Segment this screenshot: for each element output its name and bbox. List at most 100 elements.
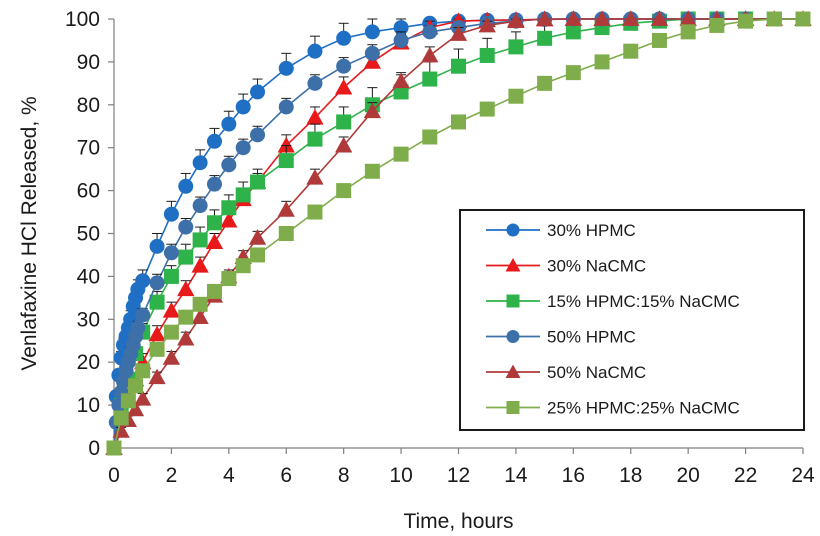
data-point	[422, 24, 438, 40]
data-point	[392, 72, 410, 89]
y-tick-label: 70	[77, 137, 100, 160]
data-point	[206, 283, 222, 299]
data-point	[206, 215, 222, 231]
data-point	[278, 153, 294, 169]
data-point	[235, 258, 251, 274]
data-point	[622, 10, 640, 26]
data-point	[178, 249, 194, 265]
data-point	[177, 329, 195, 346]
x-tick-label: 10	[389, 464, 412, 487]
data-point	[113, 410, 129, 426]
y-axis-title: Venlafaxine HCl Released, %	[18, 96, 41, 370]
y-tick-label: 10	[77, 394, 100, 417]
data-point	[278, 99, 294, 115]
legend-marker	[506, 294, 520, 308]
data-point	[126, 400, 145, 417]
legend-label: 50% NaCMC	[547, 363, 646, 382]
data-point	[220, 212, 238, 228]
data-point	[738, 13, 754, 29]
x-tick-label: 6	[280, 464, 292, 487]
x-tick-label: 18	[619, 464, 642, 487]
data-point	[336, 58, 352, 74]
data-point	[651, 32, 667, 48]
legend-label: 25% HPMC:25% NaCMC	[547, 399, 740, 418]
data-point	[306, 169, 324, 185]
legend-label: 15% HPMC:15% NaCMC	[547, 292, 740, 311]
data-point	[393, 146, 409, 162]
data-point	[709, 17, 725, 33]
data-point	[221, 200, 237, 216]
data-point	[134, 390, 152, 406]
data-point	[336, 114, 352, 130]
legend-label: 30% NaCMC	[547, 257, 646, 276]
data-point	[149, 341, 165, 357]
data-point	[335, 136, 353, 153]
data-point	[564, 10, 582, 26]
data-point	[205, 233, 224, 249]
data-point	[178, 178, 194, 194]
series-layer	[105, 10, 812, 456]
data-point	[135, 273, 151, 289]
y-tick-label: 20	[77, 351, 100, 374]
data-point	[191, 308, 209, 325]
data-point	[307, 204, 323, 220]
data-point	[128, 378, 144, 394]
data-point	[363, 102, 381, 119]
data-point	[120, 393, 136, 409]
data-point	[163, 268, 179, 284]
data-point	[537, 30, 553, 46]
data-point	[163, 245, 179, 261]
data-point	[536, 10, 554, 26]
data-point	[795, 11, 811, 27]
legend-box	[459, 209, 805, 431]
data-point	[364, 163, 380, 179]
data-point	[162, 349, 181, 365]
data-point	[192, 232, 208, 248]
data-point	[680, 24, 696, 40]
data-point	[336, 183, 352, 199]
data-point	[106, 440, 122, 456]
x-tick-label: 14	[504, 464, 528, 487]
data-point	[451, 58, 466, 74]
data-point	[148, 325, 166, 342]
x-tick-label: 12	[447, 464, 470, 487]
data-point	[163, 324, 179, 340]
data-point	[250, 84, 266, 100]
data-point	[507, 12, 525, 29]
data-point	[449, 25, 468, 41]
data-point	[149, 238, 165, 254]
data-point	[192, 155, 208, 171]
data-point	[766, 11, 782, 27]
data-point	[135, 307, 151, 323]
legend-label: 50% HPMC	[547, 328, 636, 347]
data-point	[363, 53, 381, 69]
data-point	[623, 43, 639, 59]
data-point	[479, 47, 495, 63]
data-point	[565, 24, 581, 40]
data-point	[478, 16, 496, 33]
data-point	[650, 10, 669, 26]
data-point	[335, 79, 353, 95]
data-point	[393, 84, 409, 100]
data-point	[594, 54, 610, 70]
y-tick-label: 100	[65, 8, 100, 31]
data-point	[206, 133, 222, 149]
data-point	[421, 46, 439, 63]
x-tick-label: 24	[791, 464, 815, 487]
data-point	[178, 219, 194, 235]
data-point	[508, 39, 524, 55]
x-tick-label: 2	[166, 464, 178, 487]
data-point	[148, 368, 166, 385]
y-tick-label: 50	[77, 223, 100, 246]
data-point	[307, 131, 323, 147]
x-tick-label: 4	[223, 464, 235, 487]
data-point	[336, 30, 352, 46]
data-point	[451, 114, 466, 130]
data-point	[307, 43, 323, 59]
data-point	[277, 201, 295, 217]
data-point	[250, 127, 266, 143]
x-tick-label: 20	[676, 464, 699, 487]
